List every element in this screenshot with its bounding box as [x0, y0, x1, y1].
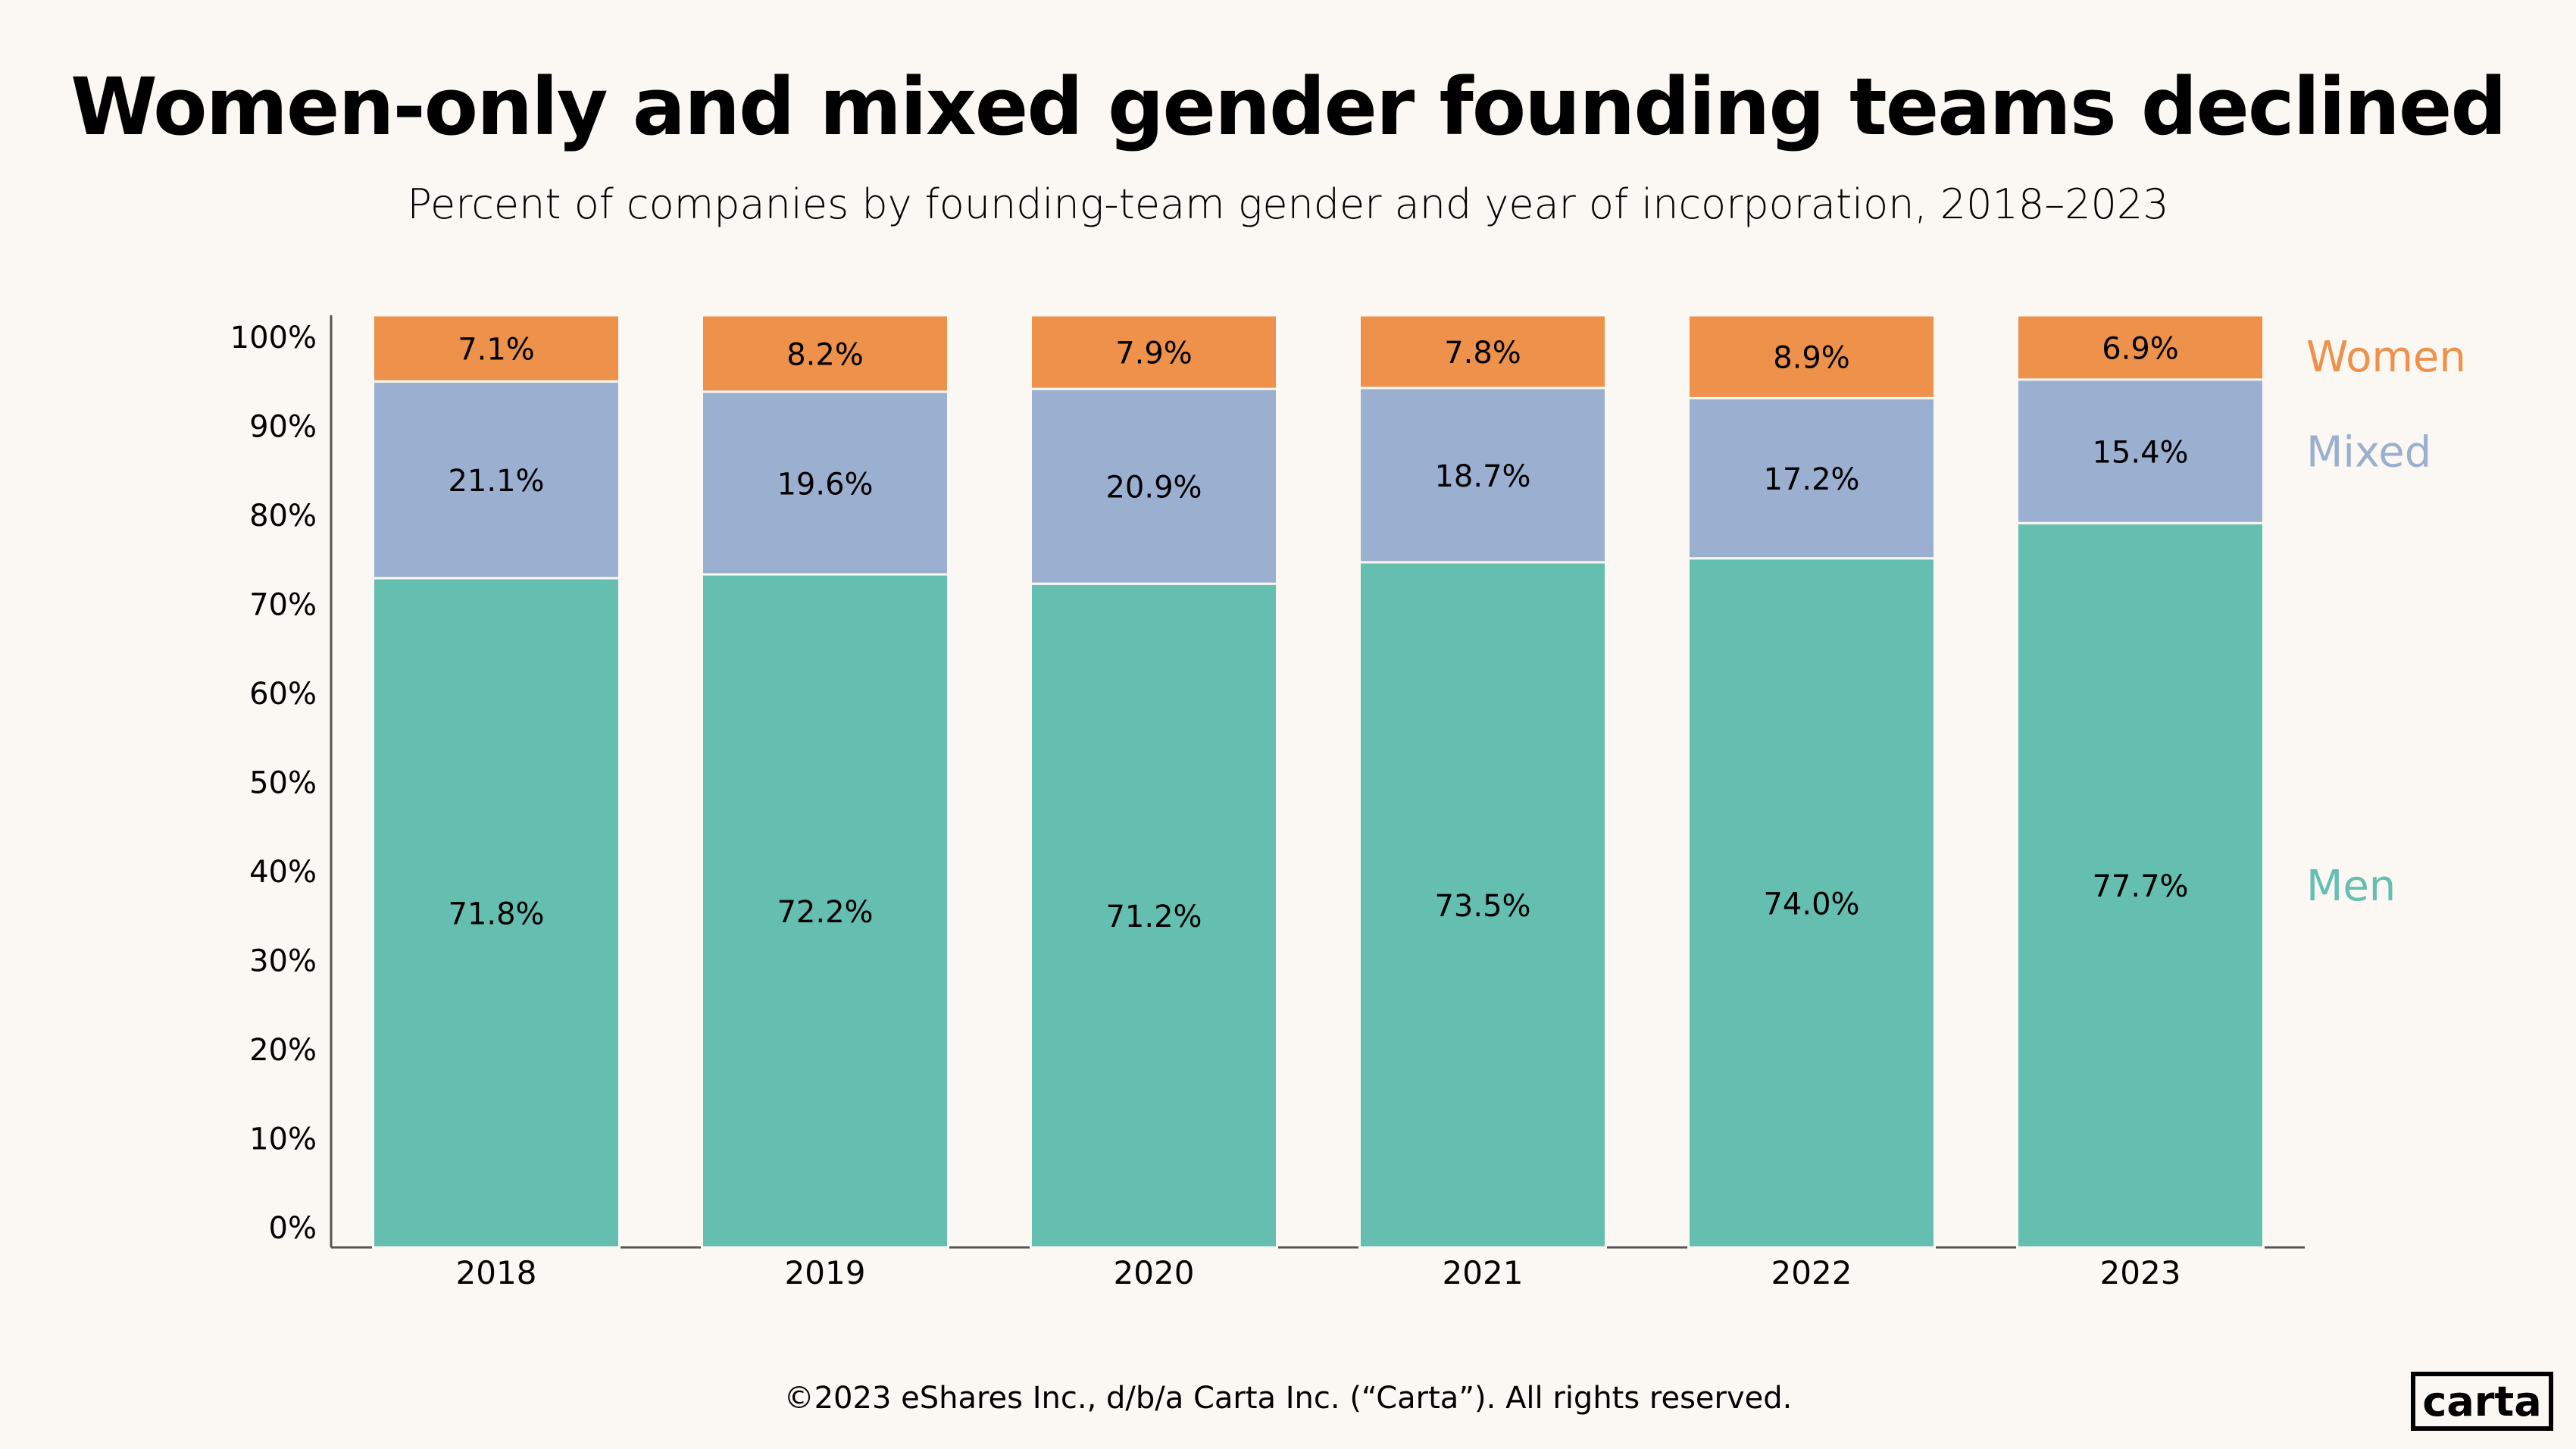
data-label: 71.8%: [448, 897, 544, 931]
data-label: 71.2%: [1105, 900, 1202, 934]
y-tick-label: 70%: [249, 588, 317, 623]
x-tick-label: 2020: [1114, 1254, 1195, 1291]
data-label: 7.8%: [1444, 336, 1521, 371]
legend-label-mixed: Mixed: [2306, 428, 2431, 477]
data-label: 18.7%: [1434, 459, 1530, 494]
carta-logo: carta: [2411, 1372, 2553, 1431]
bar-segment-mixed: [1358, 387, 1607, 564]
bar-segment-mixed: [1030, 387, 1278, 585]
data-label: 7.9%: [1115, 336, 1193, 371]
y-tick-label: 40%: [249, 855, 317, 890]
x-tick-label: 2019: [785, 1254, 866, 1291]
x-tick-label: 2018: [456, 1254, 537, 1291]
data-label: 17.2%: [1763, 462, 1859, 497]
data-label: 77.7%: [2092, 869, 2188, 904]
y-tick-label: 30%: [249, 944, 317, 979]
chart-subtitle: Percent of companies by founding-team ge…: [407, 180, 2169, 228]
data-label: 20.9%: [1105, 471, 1202, 505]
logo-text: carta: [2422, 1377, 2542, 1426]
bar-segment-women: [1358, 314, 1607, 390]
bar-segment-men: [1358, 561, 1607, 1249]
data-label: 19.6%: [777, 467, 873, 502]
x-tick-label: 2023: [2100, 1254, 2181, 1291]
data-label: 8.9%: [1773, 341, 1850, 376]
bar-segment-men: [2016, 521, 2265, 1249]
y-tick-label: 60%: [249, 677, 317, 712]
y-tick-label: 50%: [249, 766, 317, 801]
bar-segment-women: [372, 314, 621, 383]
data-label: 72.2%: [777, 895, 873, 930]
y-tick-label: 80%: [249, 499, 317, 534]
chart-title: Women-only and mixed gender founding tea…: [70, 61, 2507, 153]
bar-segment-men: [701, 573, 949, 1249]
bar-segment-women: [701, 314, 949, 393]
bar-segment-women: [2016, 314, 2265, 381]
x-tick-label: 2022: [1771, 1254, 1852, 1291]
bar-segment-women: [1687, 314, 1936, 399]
y-tick-label: 90%: [249, 410, 317, 445]
x-tick-label: 2021: [1443, 1254, 1524, 1291]
data-label: 6.9%: [2102, 331, 2179, 366]
data-label: 8.2%: [786, 337, 864, 372]
legend-label-men: Men: [2306, 862, 2396, 911]
bar-segment-mixed: [701, 390, 949, 576]
data-label: 73.5%: [1434, 889, 1530, 924]
legend-label-women: Women: [2306, 333, 2466, 382]
data-label: 74.0%: [1763, 887, 1859, 922]
data-label: 15.4%: [2092, 436, 2188, 471]
bar-segment-men: [372, 577, 621, 1249]
y-tick-label: 20%: [249, 1033, 317, 1068]
data-label: 21.1%: [448, 464, 544, 499]
bar-segment-men: [1687, 557, 1936, 1249]
y-tick-label: 0%: [269, 1211, 317, 1246]
copyright-footer: ©2023 eShares Inc., d/b/a Carta Inc. (“C…: [783, 1381, 1793, 1416]
y-tick-label: 100%: [230, 321, 317, 355]
y-tick-label: 10%: [249, 1122, 317, 1157]
bar-segment-women: [1030, 314, 1278, 390]
bar-segment-mixed: [372, 380, 621, 580]
bar-segment-mixed: [2016, 378, 2265, 524]
data-label: 7.1%: [458, 333, 535, 368]
